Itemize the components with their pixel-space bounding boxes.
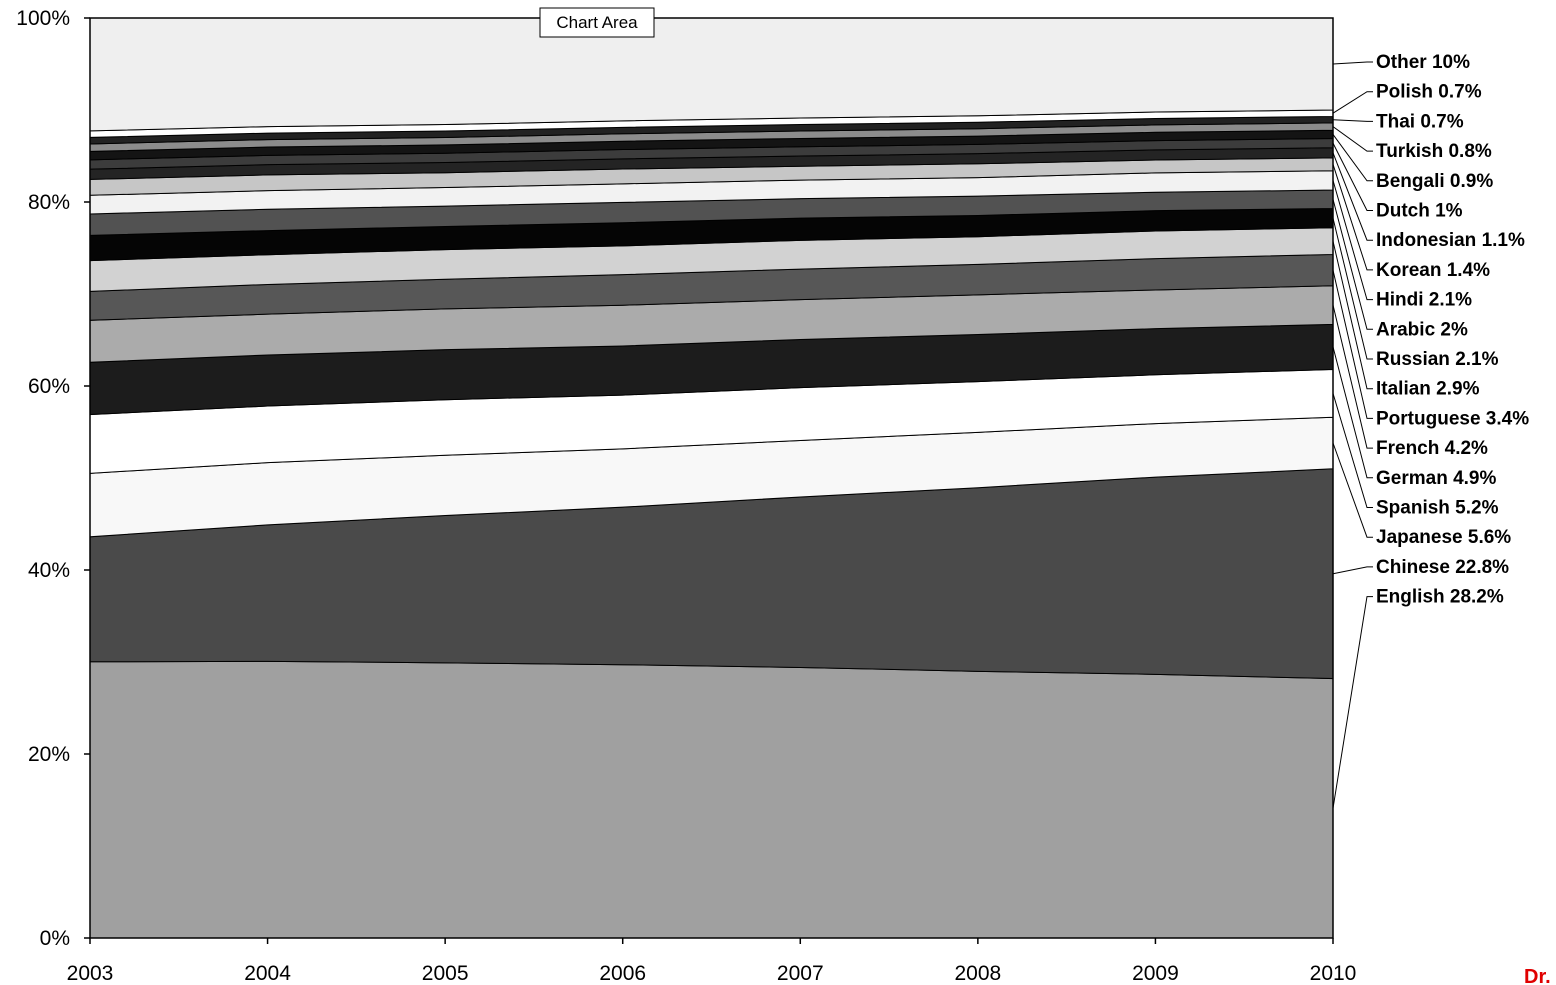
x-tick-label: 2009 <box>1132 962 1179 985</box>
leader-line-english <box>1332 596 1373 809</box>
y-tick-label: 0% <box>40 927 70 950</box>
leader-line-hindi <box>1332 180 1373 301</box>
legend-entry-dutch: Dutch 1% <box>1376 201 1463 222</box>
y-tick-label: 100% <box>16 7 70 30</box>
leader-line-portuguese <box>1332 269 1373 419</box>
legend-entry-other: Other 10% <box>1376 52 1470 73</box>
legend-entry-french: French 4.2% <box>1376 438 1488 459</box>
legend-entry-thai: Thai 0.7% <box>1376 111 1464 132</box>
legend-entry-spanish: Spanish 5.2% <box>1376 498 1499 519</box>
x-tick-label: 2007 <box>777 962 824 985</box>
x-tick-label: 2010 <box>1310 962 1357 985</box>
leader-line-chinese <box>1332 566 1373 575</box>
legend-entry-korean: Korean 1.4% <box>1376 260 1490 281</box>
y-tick-label: 80% <box>28 191 70 214</box>
leader-line-german <box>1332 346 1373 479</box>
x-tick-label: 2008 <box>954 962 1001 985</box>
legend-entry-indonesian: Indonesian 1.1% <box>1376 230 1525 251</box>
legend-entry-bengali: Bengali 0.9% <box>1376 171 1493 192</box>
x-axis: 2003 2004 2005 2006 2007 2008 2009 2010 <box>67 938 1357 985</box>
leader-line-korean <box>1332 164 1373 271</box>
leader-line-dutch <box>1332 142 1373 211</box>
credit-text: Dr. <box>1524 966 1551 985</box>
leader-line-turkish <box>1332 126 1373 152</box>
legend-entry-italian: Italian 2.9% <box>1376 379 1480 400</box>
leader-line-italian <box>1332 240 1373 390</box>
leader-line-bengali <box>1332 134 1373 182</box>
legend-entry-german: German 4.9% <box>1376 468 1496 489</box>
legend-entry-portuguese: Portuguese 3.4% <box>1376 408 1529 429</box>
legend: Other 10% Polish 0.7% Thai 0.7% Turkish 0.8… <box>1332 52 1529 809</box>
legend-entry-turkish: Turkish 0.8% <box>1376 141 1492 162</box>
chart-area-tooltip-text: Chart Area <box>556 13 638 32</box>
leader-line-other <box>1332 61 1373 65</box>
x-tick-label: 2006 <box>599 962 646 985</box>
plot-frame <box>89 17 1334 939</box>
leader-line-polish <box>1332 91 1373 114</box>
chart-area-tooltip-box <box>539 7 655 38</box>
legend-entry-english: English 28.2% <box>1376 587 1504 608</box>
y-tick-label: 60% <box>28 375 70 398</box>
x-tick-label: 2003 <box>67 962 114 985</box>
leader-line-thai <box>1332 119 1373 122</box>
leader-line-spanish <box>1332 393 1373 508</box>
legend-entry-polish: Polish 0.7% <box>1376 82 1482 103</box>
x-tick-label: 2004 <box>244 962 291 985</box>
y-tick-label: 40% <box>28 559 70 582</box>
plot-border <box>89 17 1334 939</box>
legend-entry-japanese: Japanese 5.6% <box>1376 527 1511 548</box>
leader-line-indonesian <box>1332 152 1373 241</box>
y-tick-label: 20% <box>28 743 70 766</box>
area-layer <box>89 17 1334 939</box>
area-english <box>89 660 1334 939</box>
x-tick-label: 2005 <box>422 962 469 985</box>
legend-entry-chinese: Chinese 22.8% <box>1376 557 1509 578</box>
leader-line-japanese <box>1332 442 1373 538</box>
chart-area-tooltip: Chart Area <box>539 7 655 38</box>
leader-line-french <box>1332 304 1373 449</box>
legend-entry-hindi: Hindi 2.1% <box>1376 290 1472 311</box>
leader-line-arabic <box>1332 199 1373 330</box>
y-axis: 0% 20% 40% 60% 80% 100% <box>16 7 90 950</box>
leader-line-russian <box>1332 217 1373 360</box>
legend-entry-arabic: Arabic 2% <box>1376 319 1468 340</box>
legend-entry-russian: Russian 2.1% <box>1376 349 1499 370</box>
